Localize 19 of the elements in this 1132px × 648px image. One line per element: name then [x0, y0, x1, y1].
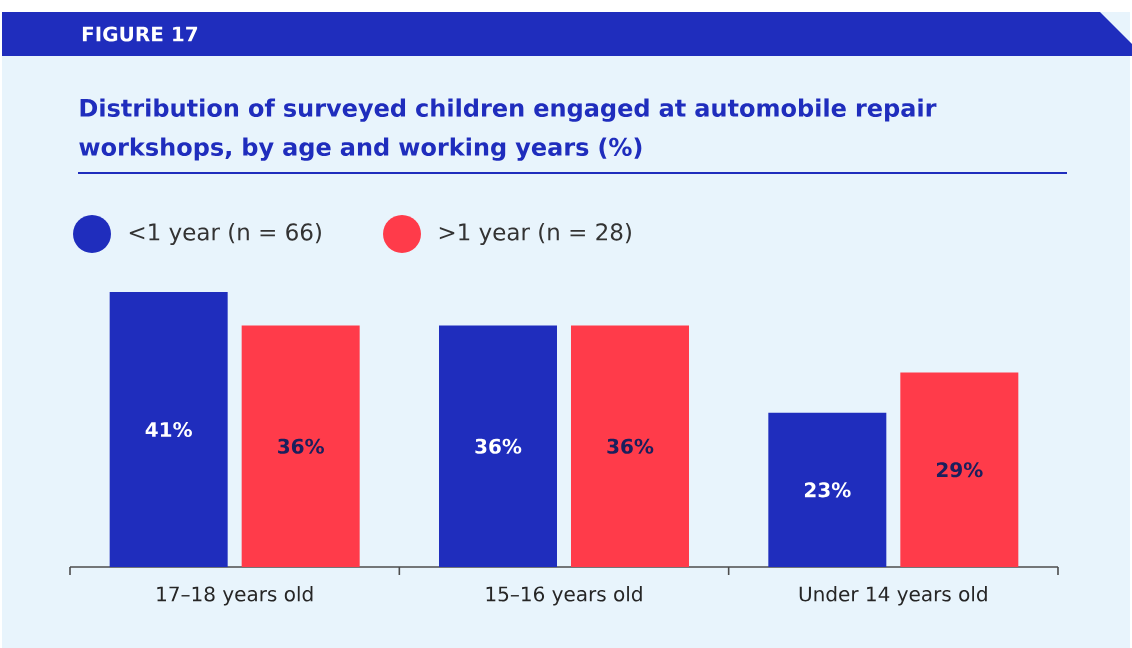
bar — [109, 292, 228, 567]
x-tick-label: 17–18 years old — [157, 586, 313, 606]
bar — [241, 325, 360, 567]
data-label: 36% — [607, 438, 654, 454]
x-tick-label: Under 14 years old — [799, 586, 987, 606]
data-label: 36% — [278, 438, 324, 454]
x-tick-label: 15–16 years old — [486, 586, 642, 606]
chart-title: Distribution of surveyed children engaged at automobile repair workshops, by age and working years (%) — [79, 98, 937, 161]
bar — [439, 325, 557, 567]
bar — [571, 325, 689, 567]
data-label: 36% — [475, 438, 522, 454]
legend-label: <1 year (n = 66) — [129, 222, 321, 246]
data-label: 29% — [936, 462, 983, 478]
data-label: 23% — [804, 482, 851, 498]
data-label: 41% — [145, 421, 192, 438]
bar — [900, 372, 1019, 567]
caption: FIGURE 17 — [82, 26, 198, 42]
legend-label: >1 year (n = 28) — [439, 222, 631, 246]
bar — [768, 412, 887, 567]
